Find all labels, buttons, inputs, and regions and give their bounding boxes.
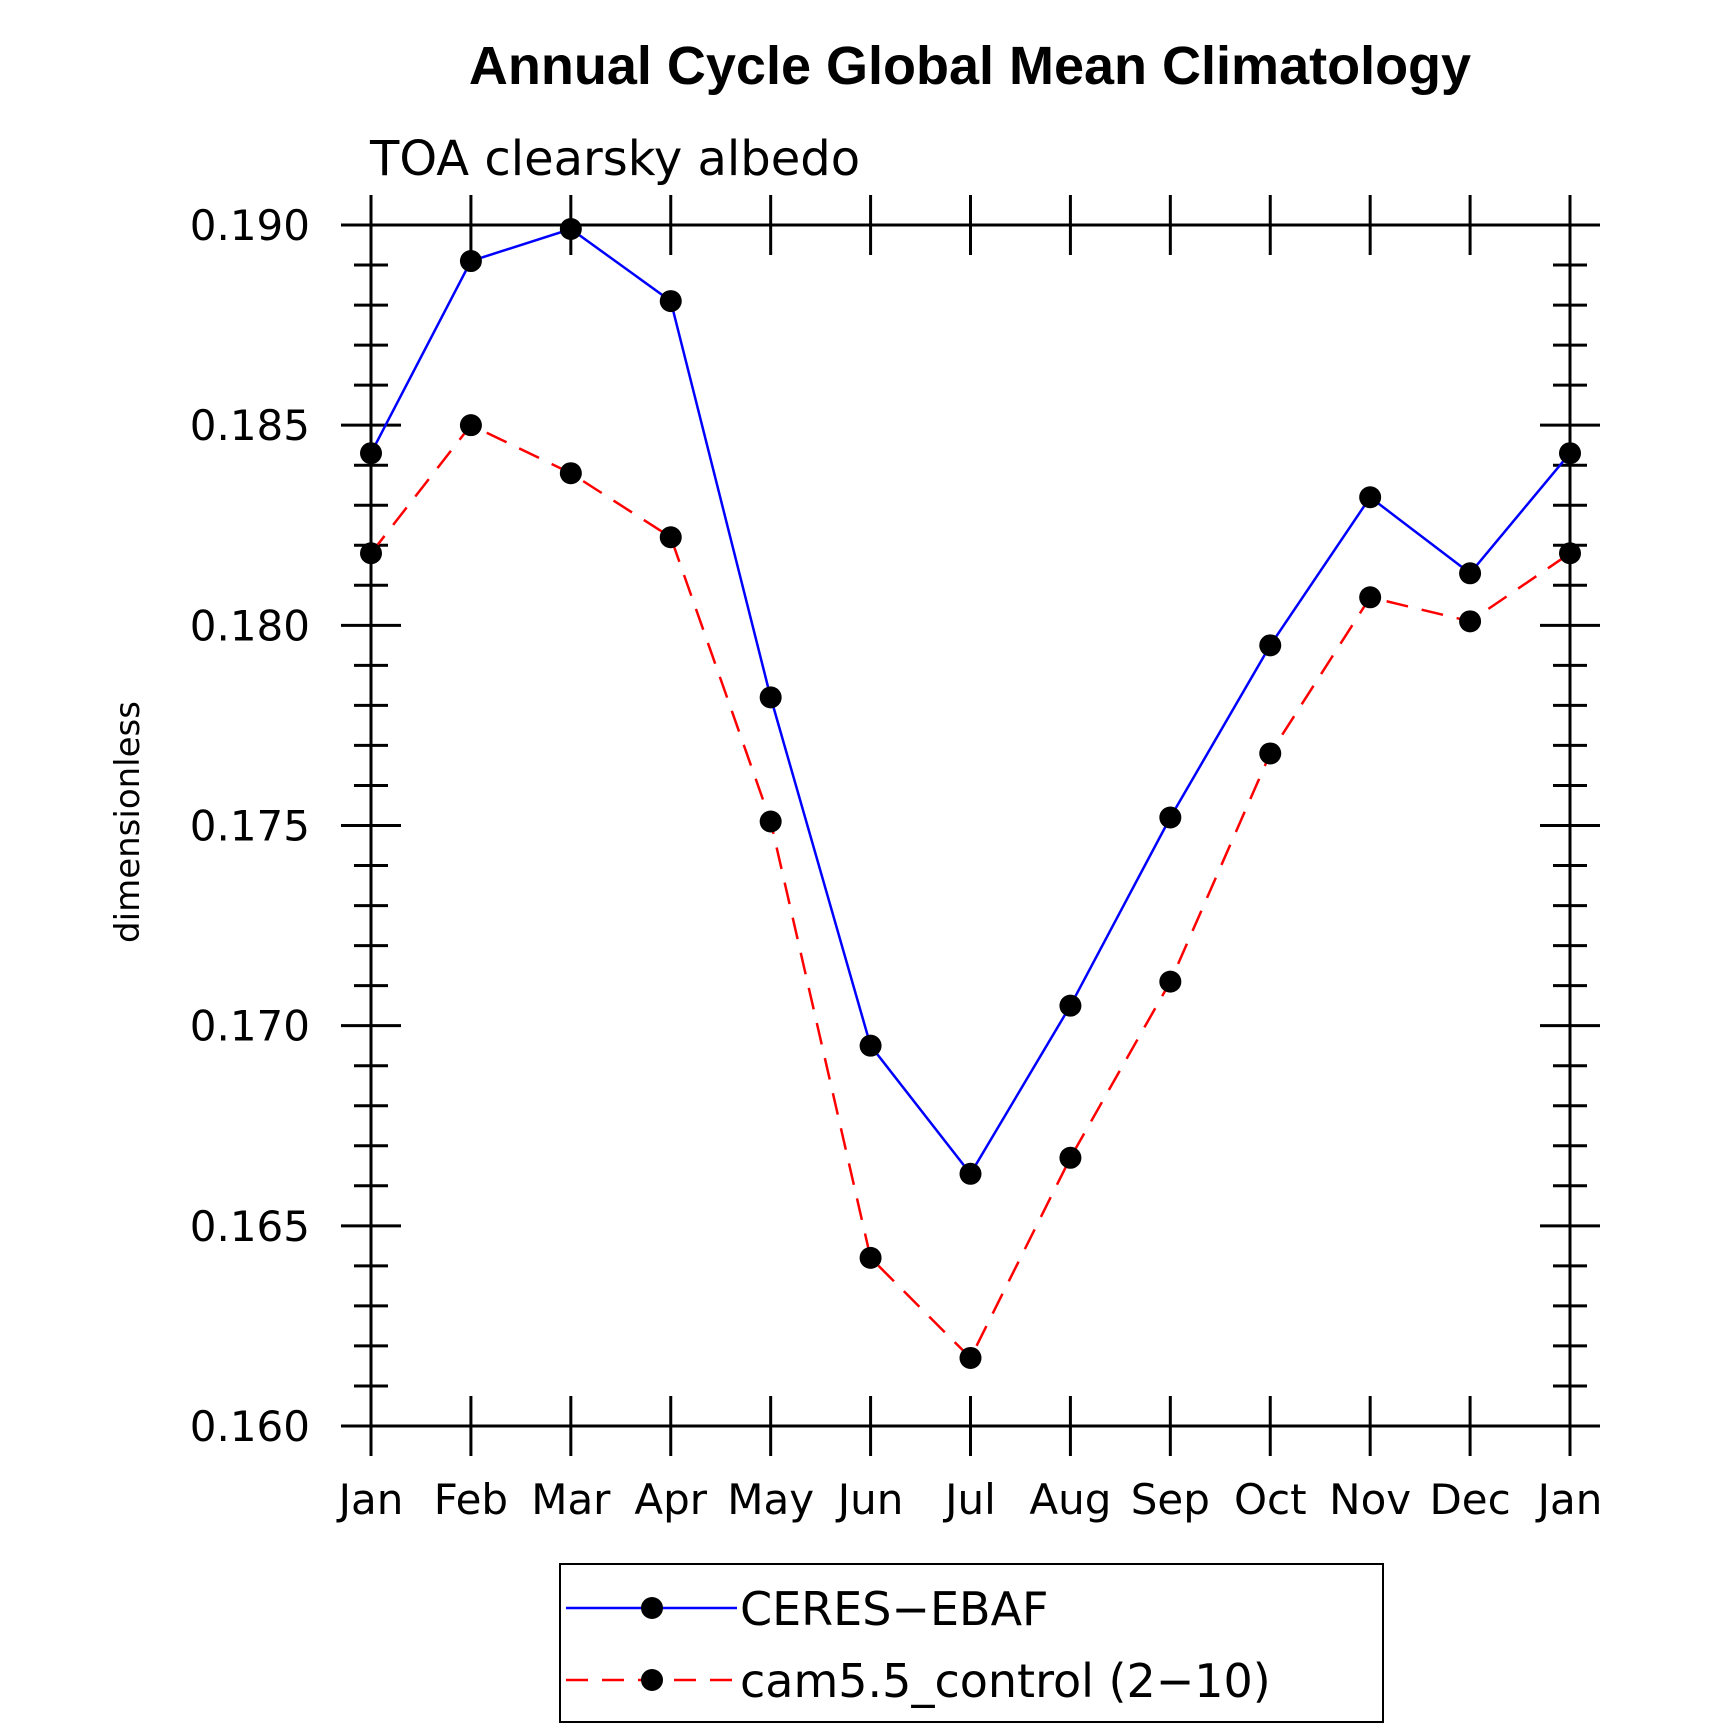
x-tick-label: May: [727, 1475, 814, 1524]
data-point: [859, 1246, 882, 1269]
x-tick-label: Feb: [434, 1475, 508, 1524]
legend-marker-1: [641, 1669, 663, 1691]
data-point: [959, 1162, 982, 1185]
x-tick-label: Aug: [1029, 1475, 1111, 1524]
x-tick-label: Mar: [531, 1475, 611, 1524]
plot-frame: [369, 223, 1572, 1428]
legend-marker-0: [641, 1597, 663, 1619]
y-tick-label: 0.165: [190, 1202, 310, 1251]
data-point: [1159, 970, 1182, 993]
data-point: [1459, 610, 1482, 633]
y-tick-label: 0.170: [190, 1002, 310, 1051]
axes: 0.160 0.165 0.170 0.175 0.180 0.185 0.190 Jan Fe…: [190, 195, 1603, 1524]
legend-label-1: cam5.5_control (2−10): [740, 1654, 1271, 1708]
series-line-0: [369, 227, 1571, 1177]
x-tick-label: Jan: [1535, 1475, 1603, 1524]
y-tick-label: 0.180: [190, 601, 310, 650]
series-layer: [360, 218, 1581, 1369]
x-tick-label: Jan: [336, 1475, 404, 1524]
data-point: [1559, 542, 1581, 565]
x-tick-label: Nov: [1329, 1475, 1411, 1524]
data-point: [1059, 994, 1082, 1017]
data-point: [1159, 806, 1182, 829]
series-line-1: [370, 423, 1571, 1361]
data-point: [659, 526, 682, 549]
data-point: [1259, 742, 1282, 765]
data-point: [360, 542, 382, 565]
data-point: [759, 686, 782, 709]
chart-title: Annual Cycle Global Mean Climatology: [469, 36, 1471, 96]
x-tick-label: Jul: [942, 1475, 996, 1524]
legend-box: [559, 1563, 1384, 1723]
data-point: [1359, 586, 1382, 609]
x-tick-label: Oct: [1234, 1475, 1307, 1524]
data-point: [1359, 486, 1382, 509]
data-point: [1059, 1146, 1082, 1169]
data-point: [1259, 634, 1282, 657]
y-axis-label: dimensionless: [108, 701, 148, 943]
data-point: [559, 462, 582, 485]
data-point: [360, 442, 382, 465]
data-point: [459, 250, 482, 273]
x-tick-label: Dec: [1429, 1475, 1510, 1524]
data-point: [859, 1034, 882, 1057]
data-point: [1459, 562, 1482, 585]
chart-subtitle: TOA clearsky albedo: [369, 131, 860, 187]
x-tick-label: Apr: [634, 1475, 707, 1524]
x-tick-label: Sep: [1131, 1475, 1210, 1524]
data-point: [559, 218, 582, 241]
data-point: [659, 290, 682, 313]
legend-label-0: CERES−EBAF: [740, 1582, 1049, 1636]
legend: CERES−EBAF cam5.5_control (2−10): [559, 1563, 1384, 1723]
data-point: [959, 1346, 982, 1369]
x-tick-label: Jun: [835, 1475, 904, 1524]
y-tick-label: 0.160: [190, 1402, 310, 1451]
y-tick-label: 0.190: [190, 201, 310, 250]
data-point: [759, 810, 782, 833]
data-point: [1559, 442, 1581, 465]
y-tick-label: 0.185: [190, 401, 310, 450]
data-point: [459, 414, 482, 437]
y-tick-label: 0.175: [190, 802, 310, 851]
